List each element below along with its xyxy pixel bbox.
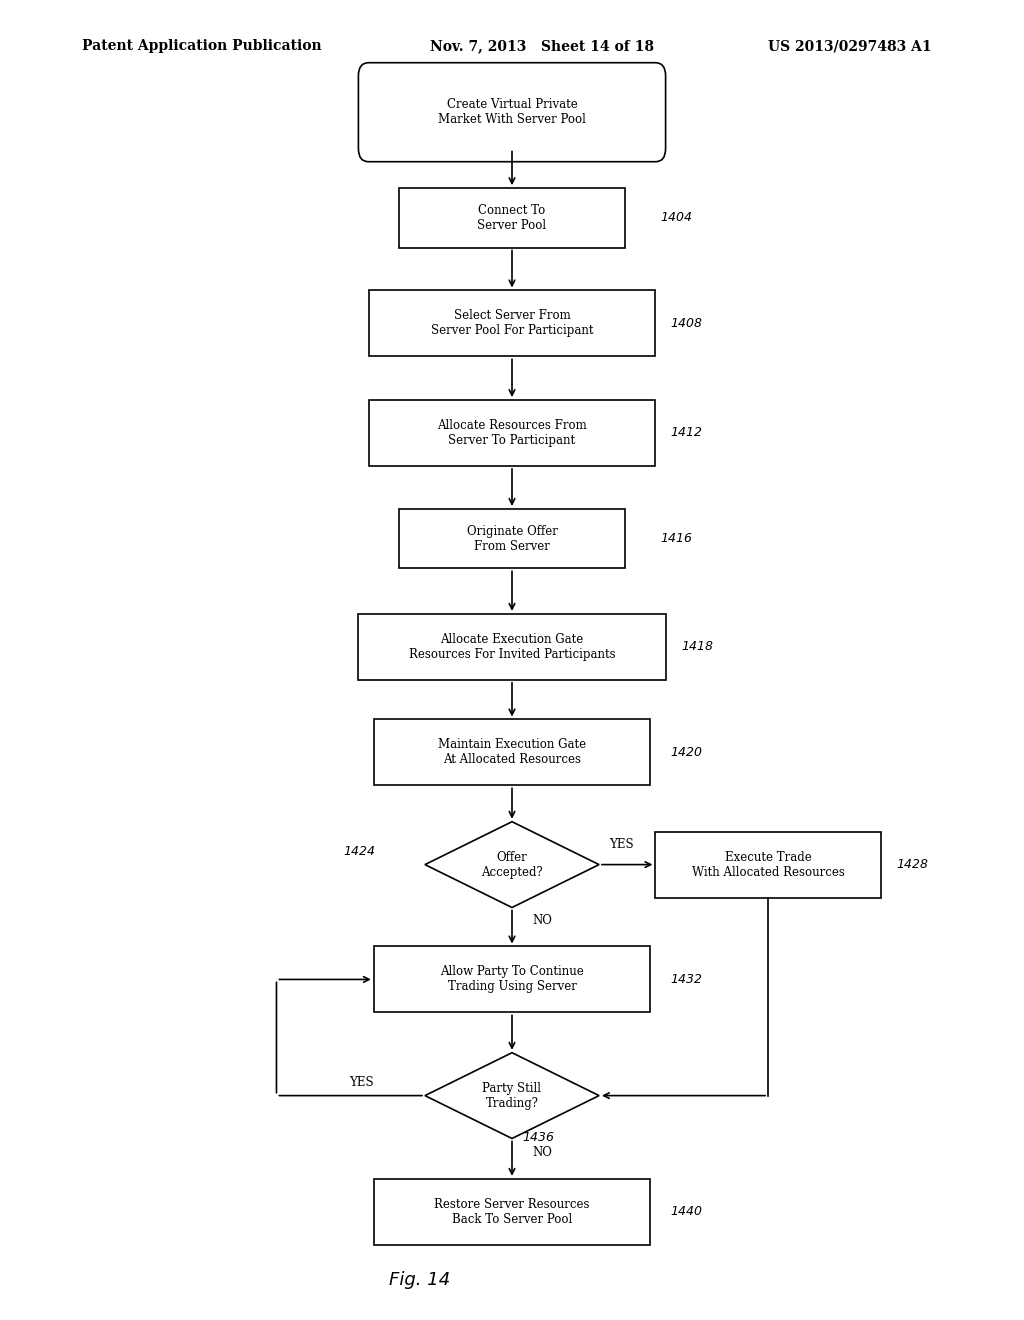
Text: 1404: 1404 (660, 211, 692, 224)
Bar (369, 290, 655, 356)
Text: Allow Party To Continue
Trading Using Server: Allow Party To Continue Trading Using Se… (440, 965, 584, 994)
Text: Offer
Accepted?: Offer Accepted? (481, 850, 543, 879)
Text: 1412: 1412 (671, 426, 702, 440)
Text: 1408: 1408 (671, 317, 702, 330)
Bar (399, 508, 625, 568)
Text: US 2013/0297483 A1: US 2013/0297483 A1 (768, 40, 932, 53)
Bar (399, 187, 625, 248)
Text: Allocate Execution Gate
Resources For Invited Participants: Allocate Execution Gate Resources For In… (409, 632, 615, 661)
Text: 1440: 1440 (671, 1205, 702, 1218)
Bar (374, 1179, 650, 1245)
Text: Select Server From
Server Pool For Participant: Select Server From Server Pool For Parti… (431, 309, 593, 338)
Polygon shape (425, 1053, 599, 1138)
Bar (374, 719, 650, 785)
Text: NO: NO (532, 1146, 552, 1159)
Text: Party Still
Trading?: Party Still Trading? (482, 1081, 542, 1110)
Text: Patent Application Publication: Patent Application Publication (82, 40, 322, 53)
Text: Restore Server Resources
Back To Server Pool: Restore Server Resources Back To Server … (434, 1197, 590, 1226)
Bar (374, 946, 650, 1012)
Text: 1420: 1420 (671, 746, 702, 759)
Text: Create Virtual Private
Market With Server Pool: Create Virtual Private Market With Serve… (438, 98, 586, 127)
Text: NO: NO (532, 913, 552, 927)
Text: Allocate Resources From
Server To Participant: Allocate Resources From Server To Partic… (437, 418, 587, 447)
Bar (369, 400, 655, 466)
Text: Execute Trade
With Allocated Resources: Execute Trade With Allocated Resources (691, 850, 845, 879)
Bar (358, 614, 666, 680)
Text: Originate Offer
From Server: Originate Offer From Server (467, 524, 557, 553)
Text: Connect To
Server Pool: Connect To Server Pool (477, 203, 547, 232)
Text: 1418: 1418 (681, 640, 713, 653)
Text: Fig. 14: Fig. 14 (389, 1271, 451, 1290)
FancyBboxPatch shape (358, 62, 666, 161)
Polygon shape (425, 821, 599, 908)
Text: Nov. 7, 2013   Sheet 14 of 18: Nov. 7, 2013 Sheet 14 of 18 (430, 40, 654, 53)
Text: 1428: 1428 (896, 858, 928, 871)
Text: 1432: 1432 (671, 973, 702, 986)
Text: 1416: 1416 (660, 532, 692, 545)
Text: 1424: 1424 (343, 845, 375, 858)
Text: YES: YES (349, 1076, 374, 1089)
Text: YES: YES (609, 838, 634, 851)
Text: Maintain Execution Gate
At Allocated Resources: Maintain Execution Gate At Allocated Res… (438, 738, 586, 767)
Bar (655, 832, 881, 898)
Text: 1436: 1436 (522, 1131, 554, 1144)
